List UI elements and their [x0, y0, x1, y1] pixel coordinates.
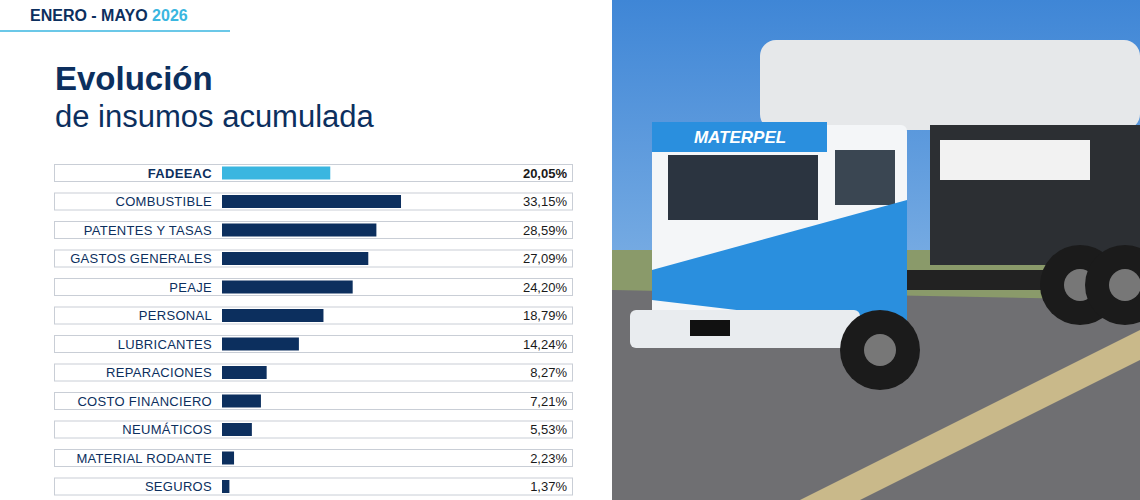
- bar: [222, 224, 376, 237]
- row-frame: [55, 364, 573, 381]
- category-label: PEAJE: [169, 280, 212, 295]
- data-label: 14,24%: [523, 337, 568, 352]
- category-label: FADEEAC: [148, 166, 213, 181]
- bar: [222, 423, 252, 436]
- data-label: 2,23%: [530, 451, 567, 466]
- bar: [222, 167, 330, 180]
- data-label: 18,79%: [523, 308, 568, 323]
- visor: [652, 122, 827, 152]
- trailer-band: [940, 140, 1090, 180]
- header-period: ENERO - MAYO 2026: [30, 7, 188, 24]
- row-frame: [55, 222, 573, 239]
- wheel: [840, 310, 920, 390]
- data-label: 20,05%: [523, 166, 568, 181]
- photo: MATERPEL: [612, 0, 1140, 500]
- sky: [612, 0, 1140, 500]
- bar: [222, 480, 229, 493]
- tarp: [760, 40, 1140, 130]
- bar: [222, 195, 401, 208]
- bar: [222, 338, 299, 351]
- bar: [222, 281, 353, 294]
- row-frame: [55, 307, 573, 324]
- row-frames: [55, 165, 573, 496]
- hub: [1109, 269, 1140, 301]
- category-label: REPARACIONES: [106, 365, 212, 380]
- row-frame: [55, 193, 573, 210]
- data-label: 1,37%: [530, 479, 567, 494]
- data-label: 5,53%: [530, 422, 567, 437]
- bars: [222, 167, 401, 494]
- category-label: SEGUROS: [145, 479, 212, 494]
- chart-title: Evolución: [55, 60, 213, 97]
- bar: [222, 309, 323, 322]
- category-label: COSTO FINANCIERO: [77, 394, 212, 409]
- bar: [222, 395, 261, 408]
- header-period-text: ENERO - MAYO: [30, 7, 152, 24]
- bar: [222, 452, 234, 465]
- row-frame: [55, 250, 573, 267]
- category-label: MATERIAL RODANTE: [76, 451, 212, 466]
- header-year: 2026: [152, 7, 188, 24]
- header-rule: [0, 30, 230, 32]
- hub: [864, 334, 896, 366]
- category-label: NEUMÁTICOS: [122, 422, 212, 437]
- page: ENERO - MAYO 2026 Evoluciónde insumos acu…: [0, 0, 1140, 500]
- row-frame: [55, 450, 573, 467]
- bar: [222, 366, 267, 379]
- category-label: COMBUSTIBLE: [116, 194, 213, 209]
- road: [612, 290, 1140, 500]
- data-label: 28,59%: [523, 223, 568, 238]
- panel-background: [0, 0, 612, 500]
- row-frame: [55, 336, 573, 353]
- windshield: [668, 155, 818, 220]
- row-frame: [55, 478, 573, 495]
- side-window: [835, 150, 895, 205]
- category-label: PATENTES Y TASAS: [84, 223, 212, 238]
- row-frame: [55, 165, 573, 182]
- labels: FADEEAC 20,05% COMBUSTIBLE 33,15% PATENTES Y…: [70, 166, 567, 495]
- bumper: [630, 310, 860, 348]
- wheel: [1085, 245, 1140, 325]
- plate: [690, 320, 730, 336]
- data-label: 7,21%: [530, 394, 567, 409]
- data-label: 33,15%: [523, 194, 568, 209]
- trailer-box: [930, 125, 1140, 265]
- cab: [652, 125, 907, 340]
- data-label: 27,09%: [523, 251, 568, 266]
- data-label: 24,20%: [523, 280, 568, 295]
- chart-subtitle: de insumos acumulada: [55, 99, 375, 134]
- data-label: 8,27%: [530, 365, 567, 380]
- row-frame: [55, 279, 573, 296]
- category-label: GASTOS GENERALES: [70, 251, 212, 266]
- category-label: PERSONAL: [139, 308, 212, 323]
- row-frame: [55, 393, 573, 410]
- row-frame: [55, 421, 573, 438]
- truck-brand: MATERPEL: [694, 128, 786, 147]
- category-label: LUBRICANTES: [118, 337, 212, 352]
- bar: [222, 252, 368, 265]
